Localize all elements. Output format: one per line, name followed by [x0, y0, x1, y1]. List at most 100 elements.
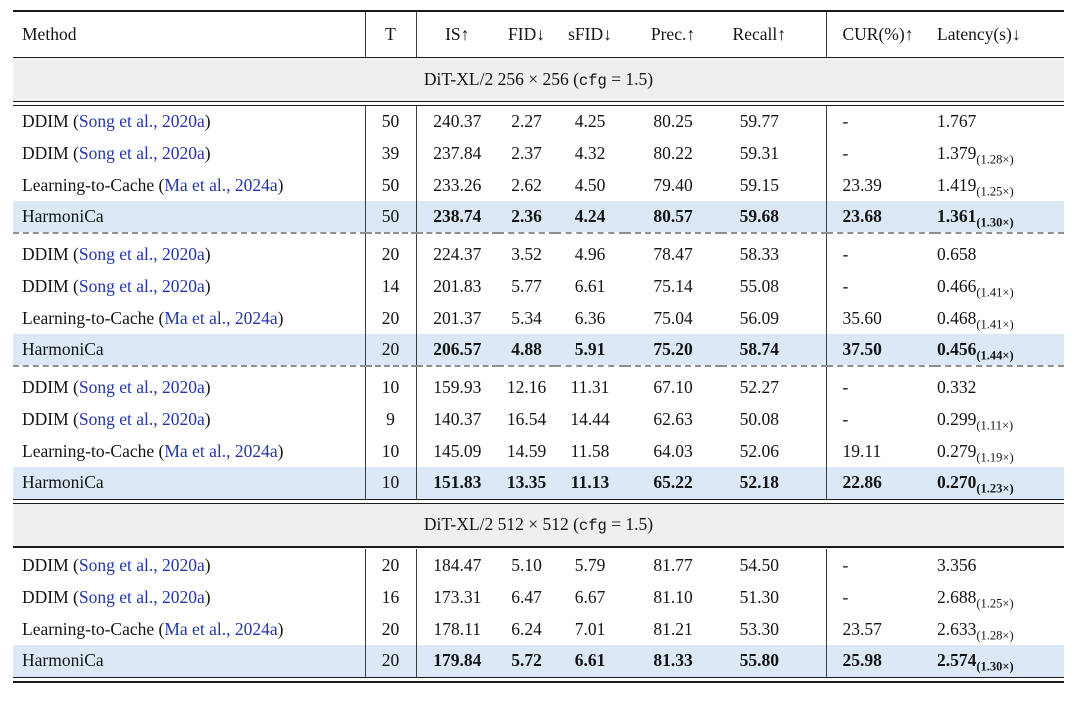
prec-cell: 75.04: [653, 307, 693, 328]
method-name: HarmoniCa: [22, 339, 104, 359]
fid-cell: 5.72: [498, 645, 555, 677]
t-cell: 16: [364, 581, 417, 613]
fid-cell: 14.59: [506, 440, 547, 461]
paren-open: (: [68, 554, 79, 575]
is-cell: 201.83: [433, 275, 482, 296]
method-name: HarmoniCa: [22, 472, 104, 493]
is-cell: 233.26: [433, 174, 482, 195]
speedup-subscript: (1.41×): [976, 317, 1014, 331]
citation-link[interactable]: Ma et al., 2024a: [164, 440, 278, 461]
section-title: DiT-XL/2 256 × 256 (cfg = 1.5): [13, 57, 1064, 101]
dashed-segment: [416, 365, 498, 371]
speedup-subscript: (1.30×): [976, 215, 1014, 230]
latency-cell: 1.379(1.28×): [935, 137, 1064, 169]
recall-cell: 50.08: [739, 408, 779, 429]
dashed-segment: [416, 232, 498, 238]
citation-link[interactable]: Song et al., 2020a: [78, 142, 205, 163]
latency-value: 1.361: [937, 206, 977, 226]
sfid-cell: 6.67: [574, 586, 606, 607]
citation-link[interactable]: Ma et al., 2024a: [164, 307, 278, 328]
citation-link[interactable]: Ma et al., 2024a: [164, 174, 278, 195]
dashed-segment: [935, 365, 1064, 371]
paren-open: (: [154, 174, 165, 195]
speedup-subscript: (1.44×): [976, 348, 1014, 363]
cur-cell: 19.11: [825, 435, 935, 467]
rule-line: [13, 100, 1064, 106]
citation-link[interactable]: Song et al., 2020a: [78, 110, 205, 131]
method-cell: DDIM (Song et al., 2020a): [13, 371, 365, 403]
latency-value: 2.633: [937, 618, 977, 639]
rule-line: [13, 676, 1064, 683]
col-header-sfid: sFID↓: [555, 11, 625, 58]
paren-open: (: [154, 440, 165, 461]
method-name: Learning-to-Cache: [22, 440, 155, 461]
sfid-cell: 6.61: [574, 275, 606, 296]
method-cell: Learning-to-Cache (Ma et al., 2024a): [13, 302, 365, 334]
table-row: HarmoniCa 20 206.57 4.88 5.91 75.20 58.74 37.50…: [13, 334, 1064, 366]
col-header-cur: CUR(%)↑: [825, 11, 935, 58]
is-cell: 178.11: [433, 618, 481, 639]
is-cell: 173.31: [433, 586, 482, 607]
recall-cell: 56.09: [739, 307, 779, 328]
sfid-cell: 4.96: [574, 243, 606, 264]
dashed-segment: [555, 232, 625, 238]
cur-cell: -: [825, 371, 935, 403]
t-cell: 20: [364, 645, 417, 677]
fid-cell: 3.52: [511, 243, 542, 264]
latency-value: 0.332: [937, 376, 977, 397]
method-cell: Learning-to-Cache (Ma et al., 2024a): [13, 613, 365, 645]
latency-value: 0.456: [937, 339, 977, 359]
method-name: DDIM: [22, 110, 69, 131]
prec-cell: 81.10: [653, 586, 693, 607]
section-title-suffix: = 1.5): [606, 514, 654, 535]
citation-link[interactable]: Song et al., 2020a: [78, 586, 205, 607]
rule-line: [13, 546, 1064, 549]
table-row: DDIM (Song et al., 2020a) 39 237.84 2.37 4.3…: [13, 137, 1064, 169]
citation-link[interactable]: Song et al., 2020a: [78, 408, 205, 429]
recall-cell: 59.68: [721, 201, 826, 233]
method-name: DDIM: [22, 142, 69, 163]
col-header-recall: Recall↑: [721, 11, 826, 58]
latency-cell: 1.767: [935, 105, 1064, 137]
col-header-method: Method: [13, 11, 365, 58]
t-cell: 10: [364, 467, 417, 499]
citation-link[interactable]: Ma et al., 2024a: [164, 618, 278, 639]
sfid-cell: 7.01: [574, 618, 606, 639]
col-header-prec: Prec.↑: [625, 11, 721, 58]
latency-cell: 0.299(1.11×): [935, 403, 1064, 435]
col-header-is: IS↑: [416, 11, 498, 58]
method-cell: DDIM (Song et al., 2020a): [13, 270, 365, 302]
latency-cell: 0.658: [935, 238, 1064, 270]
t-cell: 20: [364, 238, 417, 270]
method-cell: HarmoniCa: [13, 467, 365, 499]
section-title: DiT-XL/2 512 × 512 (cfg = 1.5): [13, 503, 1064, 547]
recall-cell: 59.31: [739, 142, 779, 163]
method-cell: Learning-to-Cache (Ma et al., 2024a): [13, 169, 365, 201]
citation-link[interactable]: Song et al., 2020a: [78, 275, 205, 296]
citation-link[interactable]: Song et al., 2020a: [78, 554, 205, 575]
paren-open: (: [68, 408, 79, 429]
paren-close: ): [204, 554, 211, 575]
dashed-segment: [498, 232, 555, 238]
fid-cell: 5.77: [511, 275, 542, 296]
paren-open: (: [68, 376, 79, 397]
recall-cell: 51.30: [739, 586, 779, 607]
group-separator-dashed: [13, 365, 1064, 371]
sfid-cell: 14.44: [570, 408, 610, 429]
citation-link[interactable]: Song et al., 2020a: [78, 243, 205, 264]
prec-cell: 62.63: [653, 408, 693, 429]
latency-cell: 1.361(1.30×): [935, 201, 1064, 233]
is-cell: 140.37: [433, 408, 482, 429]
fid-cell: 4.88: [498, 334, 555, 366]
sfid-cell: 11.31: [570, 376, 610, 397]
method-name: DDIM: [22, 408, 69, 429]
paren-close: ): [277, 174, 284, 195]
method-name: DDIM: [22, 554, 69, 575]
speedup-subscript: (1.25×): [976, 596, 1014, 610]
t-cell: 50: [364, 105, 417, 137]
prec-cell: 81.21: [653, 618, 693, 639]
table-row: DDIM (Song et al., 2020a) 20 224.37 3.52 4.9…: [13, 238, 1064, 270]
fid-cell: 6.47: [511, 586, 542, 607]
fid-cell: 2.62: [511, 174, 542, 195]
citation-link[interactable]: Song et al., 2020a: [78, 376, 205, 397]
